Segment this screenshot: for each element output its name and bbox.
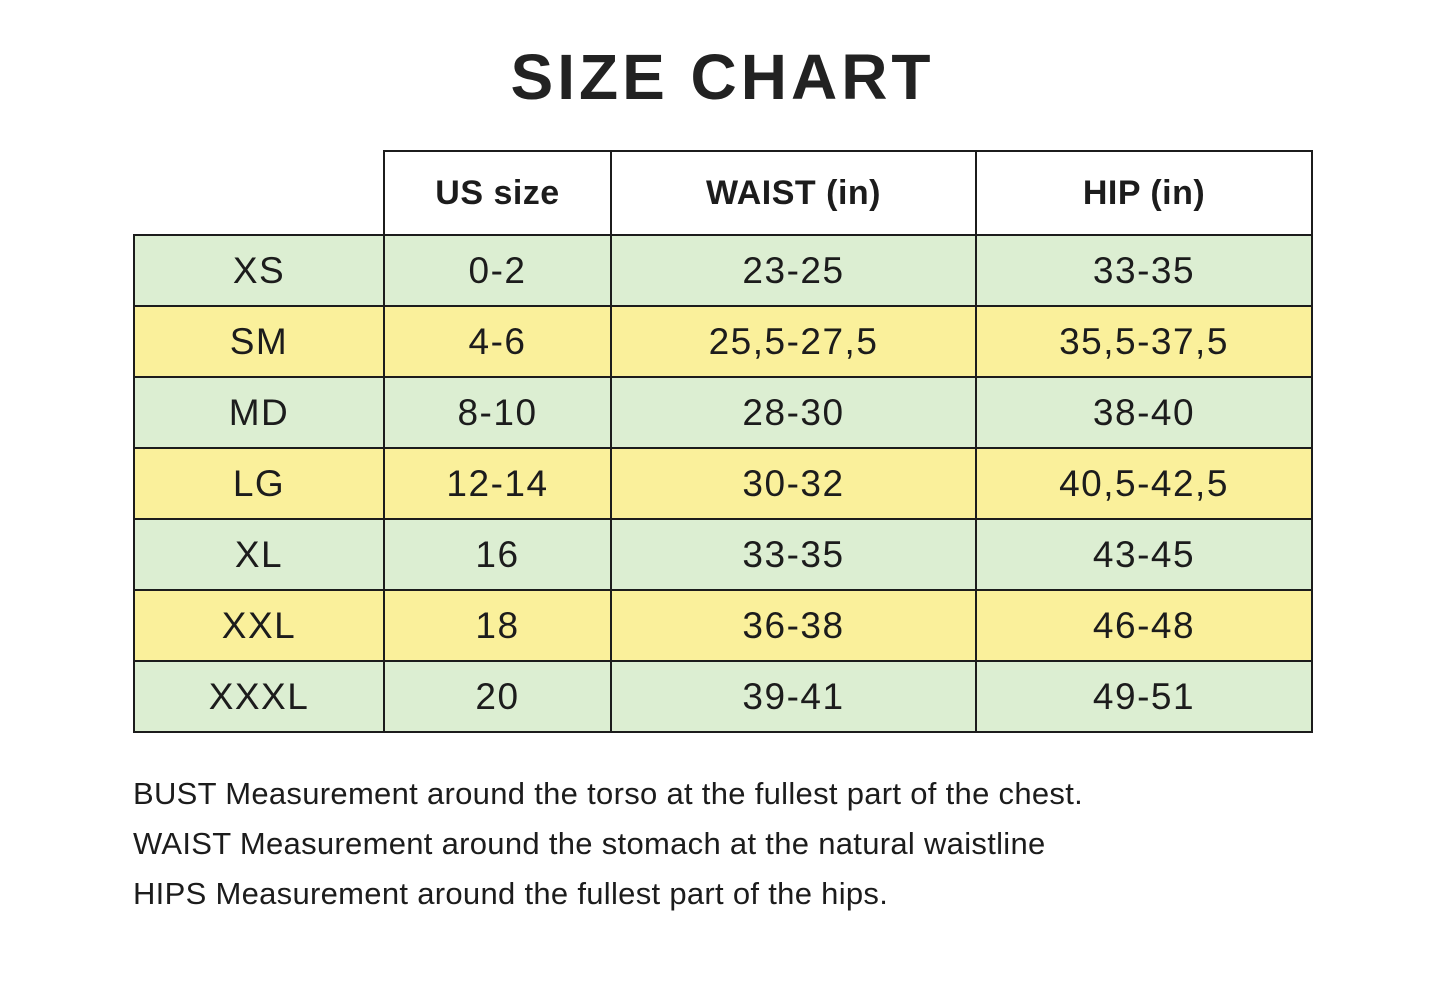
waist-value: 36-38 xyxy=(610,589,977,662)
table-row-lg: LG 12-14 30-32 40,5-42,5 xyxy=(133,447,1313,520)
us-size-value: 20 xyxy=(383,660,612,733)
size-label: XXXL xyxy=(133,660,385,733)
header-row: US size WAIST (in) HIP (in) xyxy=(134,150,1313,236)
waist-value: 33-35 xyxy=(610,518,977,591)
size-label: SM xyxy=(133,305,385,378)
size-chart-page: SIZE CHART US size WAIST (in) HIP (in) X… xyxy=(0,40,1445,919)
hip-value: 49-51 xyxy=(975,660,1313,733)
waist-value: 30-32 xyxy=(610,447,977,520)
table-row-md: MD 8-10 28-30 38-40 xyxy=(133,376,1313,449)
column-header-us-size: US size xyxy=(383,150,612,236)
note-waist: WAIST Measurement around the stomach at … xyxy=(133,826,1046,861)
table-row-xxxl: XXXL 20 39-41 49-51 xyxy=(133,660,1313,733)
waist-value: 23-25 xyxy=(610,234,977,307)
us-size-value: 16 xyxy=(383,518,612,591)
table-row-xl: XL 16 33-35 43-45 xyxy=(133,518,1313,591)
us-size-value: 0-2 xyxy=(383,234,612,307)
table-row-xxl: XXL 18 36-38 46-48 xyxy=(133,589,1313,662)
size-label: XS xyxy=(133,234,385,307)
column-header-waist: WAIST (in) xyxy=(610,150,977,236)
table-row-xs: XS 0-2 23-25 33-35 xyxy=(133,234,1313,307)
us-size-value: 18 xyxy=(383,589,612,662)
us-size-value: 4-6 xyxy=(383,305,612,378)
hip-value: 43-45 xyxy=(975,518,1313,591)
hip-value: 38-40 xyxy=(975,376,1313,449)
waist-value: 28-30 xyxy=(610,376,977,449)
measurement-notes: BUST Measurement around the torso at the… xyxy=(133,769,1445,919)
column-header-hip: HIP (in) xyxy=(975,150,1313,236)
table-row-sm: SM 4-6 25,5-27,5 35,5-37,5 xyxy=(133,305,1313,378)
size-label: XXL xyxy=(133,589,385,662)
hip-value: 40,5-42,5 xyxy=(975,447,1313,520)
hip-value: 35,5-37,5 xyxy=(975,305,1313,378)
page-title: SIZE CHART xyxy=(510,41,935,113)
note-hips: HIPS Measurement around the fullest part… xyxy=(133,876,889,911)
size-label: MD xyxy=(133,376,385,449)
note-bust: BUST Measurement around the torso at the… xyxy=(133,776,1084,811)
size-chart-table: US size WAIST (in) HIP (in) XS 0-2 23-25… xyxy=(133,150,1313,733)
waist-value: 39-41 xyxy=(610,660,977,733)
hip-value: 46-48 xyxy=(975,589,1313,662)
corner-empty-cell xyxy=(134,151,384,235)
hip-value: 33-35 xyxy=(975,234,1313,307)
waist-value: 25,5-27,5 xyxy=(610,305,977,378)
size-label: XL xyxy=(133,518,385,591)
us-size-value: 8-10 xyxy=(383,376,612,449)
size-label: LG xyxy=(133,447,385,520)
us-size-value: 12-14 xyxy=(383,447,612,520)
